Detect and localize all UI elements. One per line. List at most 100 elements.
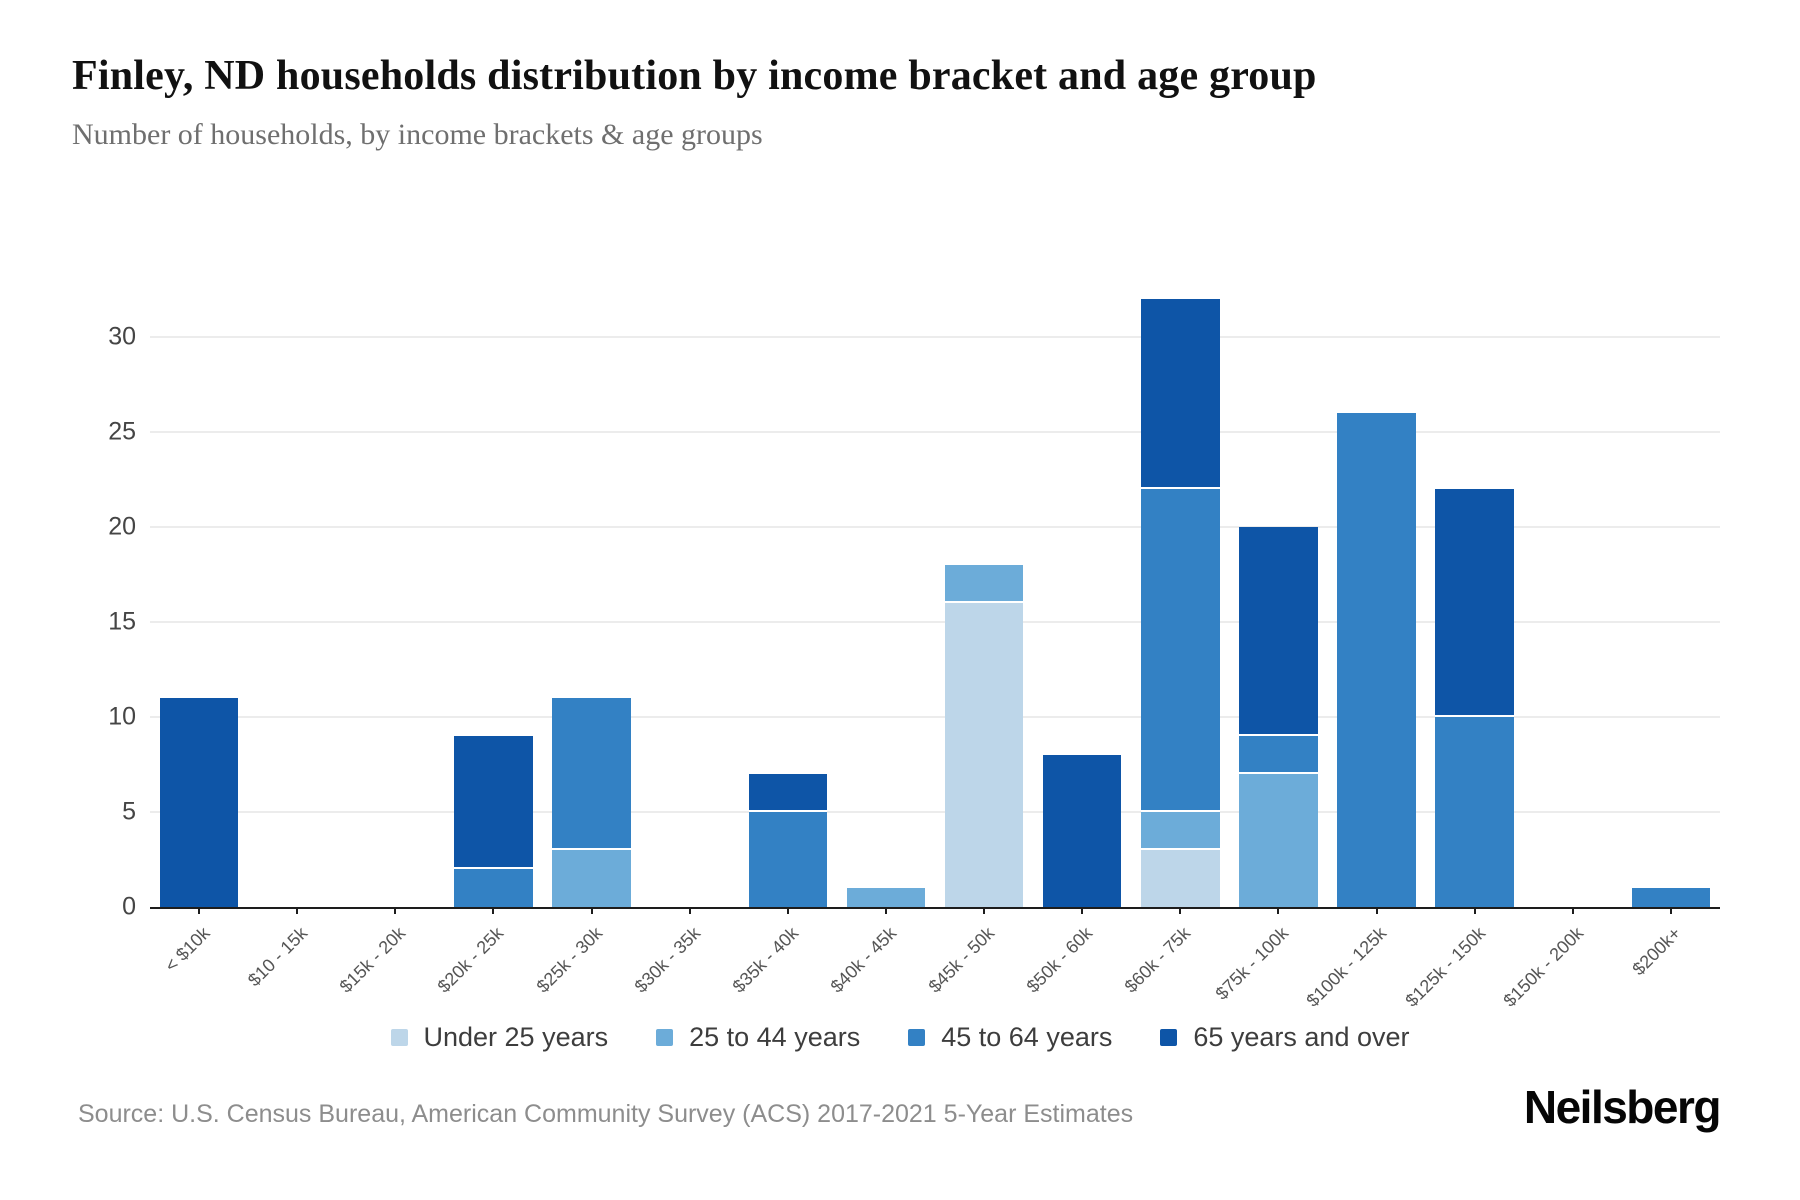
x-axis-label: $75k - 100k — [1211, 923, 1293, 1004]
chart-legend: Under 25 years 25 to 44 years 45 to 64 yea… — [0, 1022, 1800, 1053]
x-axis-tick — [1669, 907, 1672, 914]
x-axis-tick — [1571, 907, 1574, 914]
bar-$200k+[interactable] — [1631, 888, 1711, 907]
legend-swatch-icon — [390, 1029, 408, 1046]
gridline-y25 — [150, 430, 1720, 433]
bar-slot — [1426, 238, 1524, 907]
legend-swatch-icon — [656, 1029, 674, 1046]
bar-segment[interactable] — [1239, 527, 1318, 736]
x-axis-label: $30k - 35k — [630, 923, 704, 997]
bar-slot — [543, 238, 641, 907]
x-axis-tick — [786, 907, 789, 914]
bar-slot — [1229, 238, 1327, 907]
gridline-y10 — [150, 715, 1720, 718]
bar-slot — [1328, 238, 1426, 907]
bar-slot — [248, 238, 346, 907]
bar-slot — [1622, 238, 1720, 907]
bar-segment[interactable] — [748, 774, 828, 812]
source-note: Source: U.S. Census Bureau, American Com… — [78, 1100, 1134, 1128]
bar-slot — [346, 238, 444, 907]
bar-slot — [641, 238, 739, 907]
bar-$40k - 45k[interactable] — [846, 888, 926, 907]
y-axis-tick-label: 0 — [122, 892, 136, 921]
bar-segment[interactable] — [846, 888, 926, 907]
bar-segment[interactable] — [1141, 489, 1220, 812]
legend-item[interactable]: 25 to 44 years — [656, 1022, 860, 1053]
x-axis-tick — [983, 907, 986, 914]
legend-item[interactable]: Under 25 years — [390, 1022, 609, 1053]
bar-$50k - 60k[interactable] — [1042, 755, 1122, 907]
bar-segment[interactable] — [1042, 755, 1122, 907]
bar-segment[interactable] — [1435, 717, 1514, 907]
bar-segment[interactable] — [1239, 736, 1318, 774]
gridline-y15 — [150, 620, 1720, 623]
bar-$35k - 40k[interactable] — [748, 774, 828, 907]
bar-segment[interactable] — [1141, 850, 1220, 907]
plot-area: 0 5 10 15 20 25 30 < $10k $10 - 15k $15k - 20k $20… — [108, 238, 1720, 1011]
x-axis-tick — [688, 907, 691, 914]
bar-$75k - 100k[interactable] — [1239, 527, 1318, 907]
bar-segment[interactable] — [1141, 299, 1220, 489]
bar-segment[interactable] — [1337, 413, 1416, 907]
bar-$25k - 30k[interactable] — [552, 698, 631, 907]
x-axis-tick — [394, 907, 397, 914]
bar-segment[interactable] — [1631, 888, 1711, 907]
bar-slot — [1033, 238, 1131, 907]
legend-label: 45 to 64 years — [941, 1022, 1113, 1052]
bar-slot — [150, 238, 248, 907]
y-axis-tick-label: 5 — [122, 797, 136, 826]
gridline-y5 — [150, 810, 1720, 813]
x-axis-tick — [198, 907, 201, 914]
bar-$125k - 150k[interactable] — [1435, 489, 1514, 907]
x-axis-tick — [1179, 907, 1182, 914]
y-axis-tick-label: 25 — [108, 417, 136, 446]
bar-slot — [935, 238, 1033, 907]
x-axis-label: $15k - 20k — [335, 923, 410, 997]
x-axis-label: $10 - 15k — [244, 923, 312, 991]
bar-< $10k[interactable] — [159, 698, 239, 907]
bar-$100k - 125k[interactable] — [1337, 413, 1416, 907]
x-axis-tick — [1375, 907, 1378, 914]
legend-label: 25 to 44 years — [689, 1022, 861, 1052]
x-axis-tick — [1473, 907, 1476, 914]
bar-slot — [444, 238, 542, 907]
legend-item[interactable]: 45 to 64 years — [908, 1022, 1112, 1053]
bar-$20k - 25k[interactable] — [454, 736, 533, 907]
bar-segment[interactable] — [454, 869, 533, 907]
bar-segment[interactable] — [1141, 812, 1220, 850]
x-axis-tick — [1277, 907, 1280, 914]
x-axis-tick — [590, 907, 593, 914]
legend-label: Under 25 years — [423, 1022, 609, 1052]
bar-$45k - 50k[interactable] — [944, 565, 1024, 907]
x-axis-label: $150k - 200k — [1499, 923, 1587, 1011]
y-axis-tick-label: 10 — [108, 702, 136, 731]
x-axis-tick — [884, 907, 887, 914]
bar-$60k - 75k[interactable] — [1141, 299, 1220, 907]
legend-label: 65 years and over — [1193, 1022, 1410, 1052]
bar-segment[interactable] — [1435, 489, 1514, 717]
x-axis-label: $45k - 50k — [924, 923, 999, 997]
bar-segment[interactable] — [552, 698, 631, 850]
bar-segment[interactable] — [1239, 774, 1318, 907]
bar-segment[interactable] — [944, 603, 1024, 907]
y-axis-tick-label: 20 — [108, 512, 136, 541]
x-axis-tick — [296, 907, 299, 914]
x-axis-label: $35k - 40k — [728, 923, 802, 997]
legend-item[interactable]: 65 years and over — [1160, 1022, 1410, 1053]
x-axis-label: $60k - 75k — [1120, 923, 1195, 997]
x-axis-label: $125k - 150k — [1401, 923, 1489, 1011]
bar-segment[interactable] — [159, 698, 239, 907]
y-axis-tick-label: 30 — [108, 322, 136, 351]
x-axis-tick — [492, 907, 495, 914]
bar-segment[interactable] — [552, 850, 631, 907]
x-axis-label: $50k - 60k — [1022, 923, 1097, 997]
bar-slot — [837, 238, 935, 907]
x-axis-label: $20k - 25k — [433, 923, 508, 997]
x-axis-label: < $10k — [160, 923, 214, 976]
bar-segment[interactable] — [944, 565, 1024, 603]
bar-slot — [739, 238, 837, 907]
bar-segment[interactable] — [748, 812, 828, 907]
x-axis-label: $25k - 30k — [532, 923, 606, 997]
bar-segment[interactable] — [454, 736, 533, 869]
